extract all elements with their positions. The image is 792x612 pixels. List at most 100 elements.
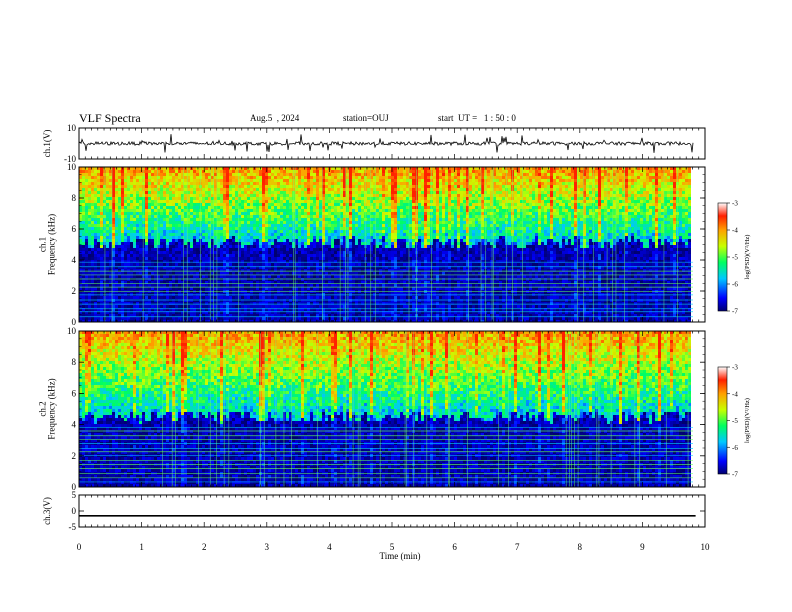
psd-cell <box>214 203 217 206</box>
psd-cell <box>256 179 259 182</box>
psd-cell <box>214 278 217 281</box>
psd-cell <box>166 176 169 179</box>
psd-cell <box>139 248 142 251</box>
psd-cell <box>319 317 322 320</box>
psd-cell <box>283 200 286 203</box>
psd-cell <box>259 230 262 233</box>
psd-cell <box>91 197 94 200</box>
psd-cell <box>334 245 337 248</box>
psd-cell <box>214 305 217 308</box>
psd-cell <box>124 224 127 227</box>
psd-cell <box>163 170 166 173</box>
psd-cell <box>277 239 280 242</box>
psd-cell <box>145 296 148 299</box>
psd-cell <box>337 305 340 308</box>
psd-cell <box>196 245 199 248</box>
psd-cell <box>148 251 151 254</box>
psd-cell <box>106 293 109 296</box>
psd-cell <box>349 254 352 257</box>
psd-cell <box>205 317 208 320</box>
psd-cell <box>253 233 256 236</box>
psd-cell <box>94 179 97 182</box>
psd-cell <box>217 185 220 188</box>
psd-cell <box>121 242 124 245</box>
psd-cell <box>97 203 100 206</box>
psd-cell <box>184 257 187 260</box>
psd-cell <box>193 221 196 224</box>
psd-cell <box>268 302 271 305</box>
psd-cell <box>169 269 172 272</box>
psd-cell <box>256 293 259 296</box>
psd-cell <box>259 179 262 182</box>
psd-cell <box>106 242 109 245</box>
psd-cell <box>259 236 262 239</box>
psd-cell <box>349 215 352 218</box>
psd-cell <box>304 284 307 287</box>
psd-cell <box>172 305 175 308</box>
psd-cell <box>178 254 181 257</box>
psd-cell <box>244 212 247 215</box>
psd-cell <box>109 170 112 173</box>
psd-cell <box>355 302 358 305</box>
psd-cell <box>145 185 148 188</box>
psd-cell <box>127 215 130 218</box>
psd-cell <box>145 215 148 218</box>
psd-cell <box>301 242 304 245</box>
psd-cell <box>304 185 307 188</box>
psd-cell <box>124 179 127 182</box>
psd-cell <box>82 200 85 203</box>
psd-cell <box>256 236 259 239</box>
psd-cell <box>325 293 328 296</box>
psd-cell <box>253 173 256 176</box>
psd-cell <box>118 197 121 200</box>
psd-cell <box>346 278 349 281</box>
psd-cell <box>148 209 151 212</box>
psd-cell <box>316 236 319 239</box>
psd-cell <box>268 227 271 230</box>
psd-cell <box>355 221 358 224</box>
psd-cell <box>235 194 238 197</box>
psd-cell <box>226 299 229 302</box>
psd-cell <box>130 170 133 173</box>
psd-cell <box>82 242 85 245</box>
psd-cell <box>316 284 319 287</box>
psd-cell <box>253 227 256 230</box>
psd-cell <box>163 188 166 191</box>
psd-cell <box>232 194 235 197</box>
psd-cell <box>178 203 181 206</box>
psd-cell <box>262 188 265 191</box>
psd-cell <box>289 293 292 296</box>
psd-cell <box>82 293 85 296</box>
psd-cell <box>313 215 316 218</box>
psd-cell <box>286 188 289 191</box>
psd-cell <box>337 233 340 236</box>
psd-cell <box>115 191 118 194</box>
psd-cell <box>247 236 250 239</box>
psd-cell <box>355 278 358 281</box>
psd-cell <box>262 284 265 287</box>
psd-cell <box>172 197 175 200</box>
psd-cell <box>301 221 304 224</box>
psd-cell <box>241 269 244 272</box>
psd-cell <box>361 200 364 203</box>
psd-cell <box>259 284 262 287</box>
psd-cell <box>133 221 136 224</box>
psd-cell <box>190 215 193 218</box>
psd-cell <box>160 233 163 236</box>
psd-cell <box>304 257 307 260</box>
psd-cell <box>196 305 199 308</box>
psd-cell <box>154 185 157 188</box>
psd-cell <box>256 296 259 299</box>
psd-cell <box>91 206 94 209</box>
psd-cell <box>121 254 124 257</box>
psd-cell <box>127 257 130 260</box>
psd-cell <box>160 188 163 191</box>
psd-cell <box>283 278 286 281</box>
psd-cell <box>184 239 187 242</box>
psd-cell <box>133 179 136 182</box>
psd-cell <box>313 188 316 191</box>
psd-cell <box>280 293 283 296</box>
psd-cell <box>103 233 106 236</box>
psd-cell <box>124 182 127 185</box>
psd-cell <box>247 182 250 185</box>
